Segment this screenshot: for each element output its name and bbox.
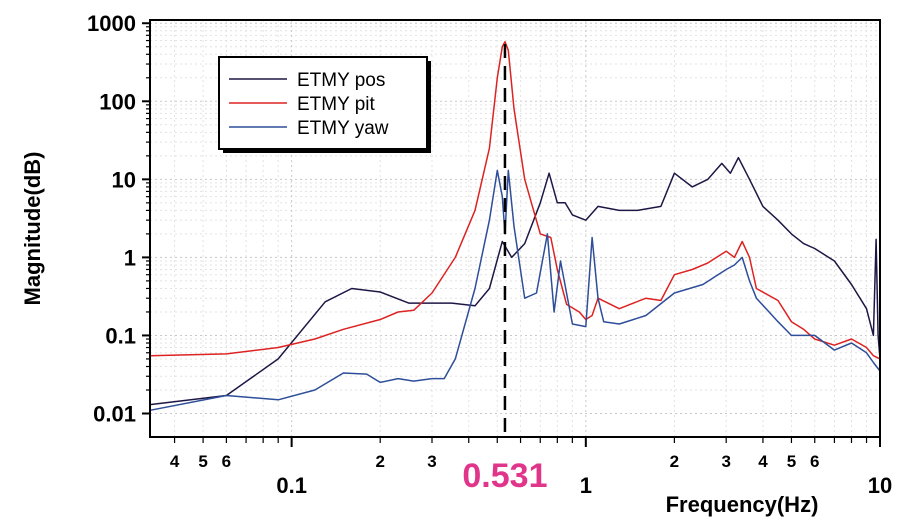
x-axis-title: Frequency(Hz) xyxy=(666,492,819,517)
x-minor-tick-label: 5 xyxy=(787,452,796,471)
x-minor-tick-label: 6 xyxy=(810,452,819,471)
y-tick-label: 0.01 xyxy=(93,402,136,427)
x-minor-tick-label: 3 xyxy=(721,452,730,471)
legend-label: ETMY pos xyxy=(297,70,385,91)
plot-frame xyxy=(149,19,881,438)
y-tick-label: 1 xyxy=(124,245,136,270)
y-tick-label: 0.1 xyxy=(105,323,136,348)
series-line-etmy-yaw xyxy=(149,169,881,412)
x-tick-label: 1 xyxy=(580,473,592,498)
x-tick-label: 0.1 xyxy=(276,473,307,498)
legend: ETMY pos ETMY pit ETMY yaw xyxy=(218,56,431,153)
resonance-marker-label: 0.531 xyxy=(462,457,547,495)
legend-label: ETMY yaw xyxy=(297,118,389,139)
legend-items: ETMY pos ETMY pit ETMY yaw xyxy=(229,70,389,139)
x-minor-tick-label: 4 xyxy=(170,452,180,471)
series-line-etmy-pos xyxy=(149,156,881,406)
legend-label: ETMY pit xyxy=(297,94,376,115)
x-minor-tick-label: 5 xyxy=(198,452,207,471)
x-minor-tick-label: 2 xyxy=(375,452,384,471)
x-minor-tick-label: 2 xyxy=(670,452,679,471)
annotation-layer: 0.531 xyxy=(462,44,547,495)
y-tick-label: 100 xyxy=(99,89,136,114)
series-layer xyxy=(149,40,881,412)
x-minor-tick-label: 3 xyxy=(427,452,436,471)
series-line-etmy-pit xyxy=(149,40,881,360)
x-minor-tick-label: 4 xyxy=(758,452,768,471)
x-minor-tick-label: 6 xyxy=(222,452,231,471)
y-tick-label: 1000 xyxy=(87,11,136,36)
x-tick-label: 10 xyxy=(868,473,892,498)
y-axis-title: Magnitude(dB) xyxy=(20,152,45,306)
y-tick-label: 10 xyxy=(112,167,136,192)
